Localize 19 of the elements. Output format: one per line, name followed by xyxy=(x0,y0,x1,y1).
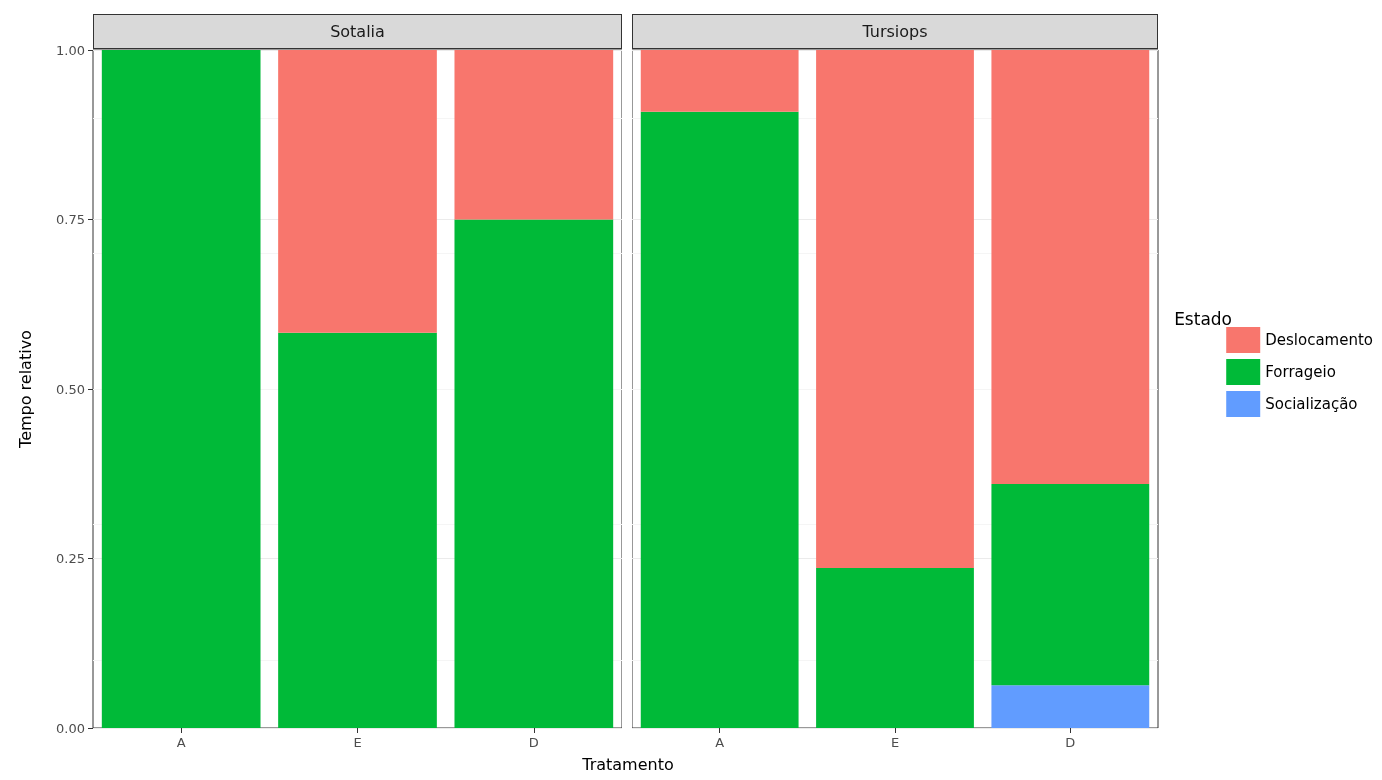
legend-label: Forrageio xyxy=(1265,363,1336,381)
legend-title: Estado xyxy=(1174,308,1232,329)
y-tick-label: 0.50 xyxy=(56,381,85,397)
chart-title: Tursiops xyxy=(632,14,1158,49)
chart-title: Sotalia xyxy=(93,14,622,49)
x-axis-title: Tratamento xyxy=(581,755,675,774)
x-tick-label: D xyxy=(1065,735,1076,750)
x-tick-label: A xyxy=(176,735,186,750)
y-tick-label: 0.25 xyxy=(56,551,85,566)
y-axis-title: Tempo relativo xyxy=(15,330,35,449)
y-tick-label: 1.00 xyxy=(56,42,85,58)
legend-label: Deslocamento xyxy=(1265,331,1374,349)
x-tick-label: D xyxy=(528,735,539,750)
x-tick-label: A xyxy=(715,735,725,750)
x-tick-label: E xyxy=(890,735,900,750)
legend-label: Socialização xyxy=(1265,395,1358,413)
y-tick-label: 0.75 xyxy=(56,212,85,227)
x-tick-label: E xyxy=(353,735,362,750)
y-tick-label: 0.00 xyxy=(56,720,85,736)
